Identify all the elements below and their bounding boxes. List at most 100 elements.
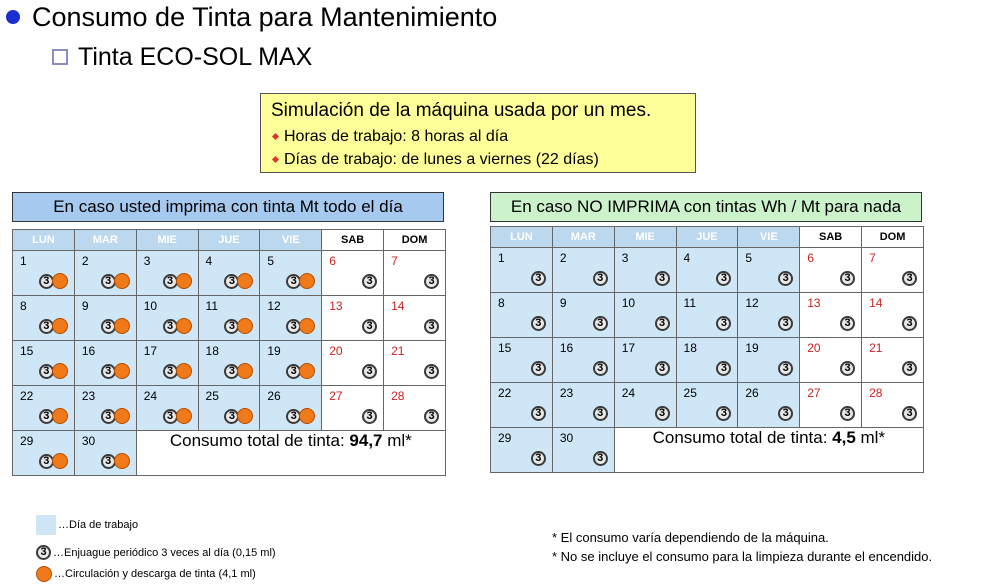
day-cell: 18 3 [675, 337, 739, 383]
rinse-3-icon: 3 [902, 316, 917, 331]
day-icons: 3 [530, 316, 546, 331]
day-icons: 3 [424, 319, 439, 334]
calendar1-header: En caso usted imprima con tinta Mt todo … [12, 192, 444, 222]
circulation-dot-icon [36, 566, 52, 582]
day-icons: 3 [362, 319, 378, 334]
circulation-dot-icon [51, 408, 68, 424]
day-cell: 14 3 [383, 295, 446, 341]
rinse-3-icon: 3 [530, 451, 546, 466]
weekday-header: LUN [12, 229, 75, 251]
day-number: 17 [621, 341, 636, 355]
total-label: Consumo total de tinta: [652, 428, 833, 447]
day-number: 23 [81, 389, 96, 403]
day-number: 2 [81, 254, 89, 268]
day-number: 13 [807, 296, 821, 310]
day-cell: 25 3 [197, 385, 261, 431]
day-cell: 10 3 [135, 295, 199, 341]
day-number: 7 [869, 251, 876, 265]
calendar2: LUN MAR MIE JUE VIE SAB DOM 1 3 2 3 3 3 4 3 5 3 6 3 7 3 8 3 9 3 1… [490, 226, 925, 473]
day-icons: 3 [592, 361, 608, 376]
day-number: 3 [143, 254, 151, 268]
page-title: Consumo de Tinta para Mantenimiento [32, 1, 498, 32]
day-icons: 3 [530, 361, 546, 376]
legend-rinse-text: …Enjuague periódico 3 veces al día (0,15… [53, 546, 276, 559]
day-icons: 3 [362, 364, 378, 379]
work-day-swatch [36, 515, 56, 535]
day-number: 14 [391, 299, 405, 313]
circulation-dot-icon [237, 408, 254, 424]
rinse-3-icon: 3 [100, 318, 116, 334]
day-number: 16 [81, 344, 96, 358]
day-icons: 3 [38, 408, 68, 424]
circulation-dot-icon [237, 318, 254, 334]
day-number: 1 [20, 254, 27, 268]
day-icons: 3 [424, 409, 439, 424]
day-number: 5 [267, 254, 275, 268]
square-bullet-icon [52, 49, 68, 65]
rinse-3-icon: 3 [362, 409, 378, 424]
diamond-bullet-icon [271, 132, 280, 141]
day-icons: 3 [654, 361, 670, 376]
rinse-3-icon: 3 [224, 408, 240, 424]
day-number: 3 [621, 251, 629, 265]
day-icons: 3 [362, 409, 378, 424]
day-cell: 17 3 [135, 340, 199, 386]
total-unit: ml* [382, 431, 412, 450]
rinse-3-icon: 3 [530, 316, 546, 331]
day-cell: 13 3 [799, 292, 863, 338]
day-number: 25 [683, 386, 697, 400]
day-number: 1 [498, 251, 505, 265]
day-icons: 3 [530, 271, 546, 286]
day-number: 28 [869, 386, 883, 400]
day-cell: 29 3 [12, 430, 75, 476]
legend-work-day: …Día de trabajo [36, 515, 138, 535]
day-number: 22 [20, 389, 34, 403]
day-number: 24 [621, 386, 636, 400]
day-cell: 27 3 [799, 382, 863, 428]
day-cell: 15 3 [490, 337, 553, 383]
calendar1: LUN MAR MIE JUE VIE SAB DOM 1 3 2 3 3 3 4 3 5 3 6 3 7 3 8 3 9 3 1… [12, 229, 447, 476]
day-cell: 14 3 [861, 292, 924, 338]
day-cell: 16 3 [73, 340, 137, 386]
simulation-item-text: Horas de trabajo: 8 horas al día [284, 128, 509, 145]
day-icons: 3 [424, 364, 439, 379]
day-number: 27 [329, 389, 343, 403]
rinse-3-icon: 3 [902, 361, 917, 376]
page-subtitle: Tinta ECO-SOL MAX [78, 42, 313, 71]
rinse-3-icon: 3 [424, 274, 439, 289]
day-cell: 29 3 [490, 427, 553, 473]
weekday-header: MAR [551, 226, 615, 248]
day-cell: 17 3 [613, 337, 677, 383]
day-number: 21 [391, 344, 405, 358]
day-icons: 3 [716, 361, 732, 376]
day-icons: 3 [100, 408, 130, 424]
rinse-3-icon: 3 [592, 271, 608, 286]
weekday-header: MIE [613, 226, 677, 248]
total-value: 94,7 [349, 431, 383, 450]
circulation-dot-icon [299, 273, 316, 289]
day-icons: 3 [902, 271, 917, 286]
rinse-3-icon: 3 [902, 406, 917, 421]
circulation-dot-icon [237, 273, 254, 289]
rinse-3-icon: 3 [362, 319, 378, 334]
rinse-3-icon: 3 [592, 406, 608, 421]
rinse-3-icon: 3 [778, 361, 794, 376]
day-icons: 3 [592, 271, 608, 286]
bullet-dot-icon [6, 10, 20, 24]
rinse-3-icon: 3 [716, 406, 732, 421]
day-cell: 20 3 [799, 337, 863, 383]
day-icons: 3 [286, 408, 316, 424]
rinse-3-icon: 3 [592, 451, 608, 466]
day-cell: 24 3 [135, 385, 199, 431]
circulation-dot-icon [175, 408, 192, 424]
rinse-3-icon: 3 [778, 316, 794, 331]
day-icons: 3 [100, 363, 130, 379]
rinse-3-icon: 3 [778, 271, 794, 286]
day-number: 20 [807, 341, 821, 355]
